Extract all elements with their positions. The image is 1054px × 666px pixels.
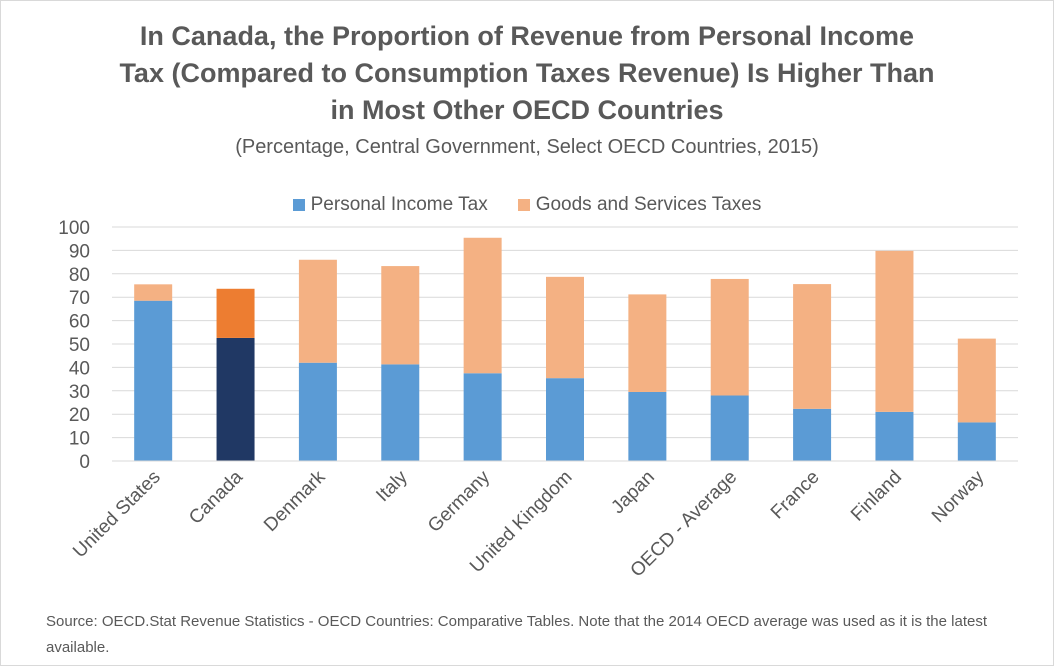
x-tick-label: Finland [847,467,906,526]
bar-goods [957,338,996,423]
y-tick-label: 30 [69,382,90,403]
chart-title-line-3: in Most Other OECD Countries [330,95,724,125]
bar-goods [546,276,584,379]
x-tick-label: France [767,467,824,524]
chart-title-line-2: Tax (Compared to Consumption Taxes Reven… [119,58,935,88]
y-tick-label: 90 [69,241,90,262]
legend-label-goods: Goods and Services Taxes [535,194,762,215]
y-tick-label: 100 [58,218,90,239]
legend-swatch-goods [517,199,530,211]
y-tick-label: 70 [69,288,90,309]
bar-income [216,337,255,461]
y-tick-label: 40 [69,358,90,379]
bar-income [134,300,173,461]
y-tick-label: 50 [69,335,90,356]
bar-income [793,408,832,461]
legend-label-income: Personal Income Tax [310,194,488,215]
legend-item-income: Personal Income Tax [292,194,488,216]
x-tick-label: Denmark [260,466,330,536]
bar-goods [793,284,832,409]
bar-income [298,362,337,461]
source-note: Source: OECD.Stat Revenue Statistics - O… [46,613,987,656]
x-tick-label: Japan [607,467,658,518]
bar-goods [381,266,420,365]
x-tick-label: Germany [424,466,494,536]
y-tick-label: 20 [69,405,90,426]
x-tick-label: Italy [372,466,412,506]
bar-goods [298,259,337,363]
bar-goods [875,250,914,412]
y-tick-label: 60 [69,312,90,333]
x-tick-label: United States [69,467,165,563]
chart-subtitle: (Percentage, Central Government, Select … [235,136,819,158]
legend-item-goods: Goods and Services Taxes [517,194,762,216]
bar-income [381,364,420,461]
chart-title-line-1: In Canada, the Proportion of Revenue fro… [139,21,915,51]
bar-goods [710,278,749,396]
bar-goods [463,237,502,374]
y-tick-label: 10 [69,429,90,450]
chart-title: In Canada, the Proportion of Revenue fro… [0,18,1054,129]
y-tick-label: 80 [69,265,90,286]
bar-goods [628,294,667,392]
bar-income [875,411,914,461]
bar-goods [216,288,255,338]
y-tick-label: 0 [79,452,90,473]
bar-income [710,395,749,461]
x-tick-label: Canada [185,466,247,528]
bar-income [546,378,584,461]
bar-income [628,391,667,461]
bar-goods [134,284,173,301]
x-tick-label: Norway [928,466,989,527]
bar-income [463,373,502,461]
bar-income [957,422,996,461]
legend-swatch-income [292,199,305,211]
legend: Personal Income Tax Goods and Services T… [0,194,1054,216]
